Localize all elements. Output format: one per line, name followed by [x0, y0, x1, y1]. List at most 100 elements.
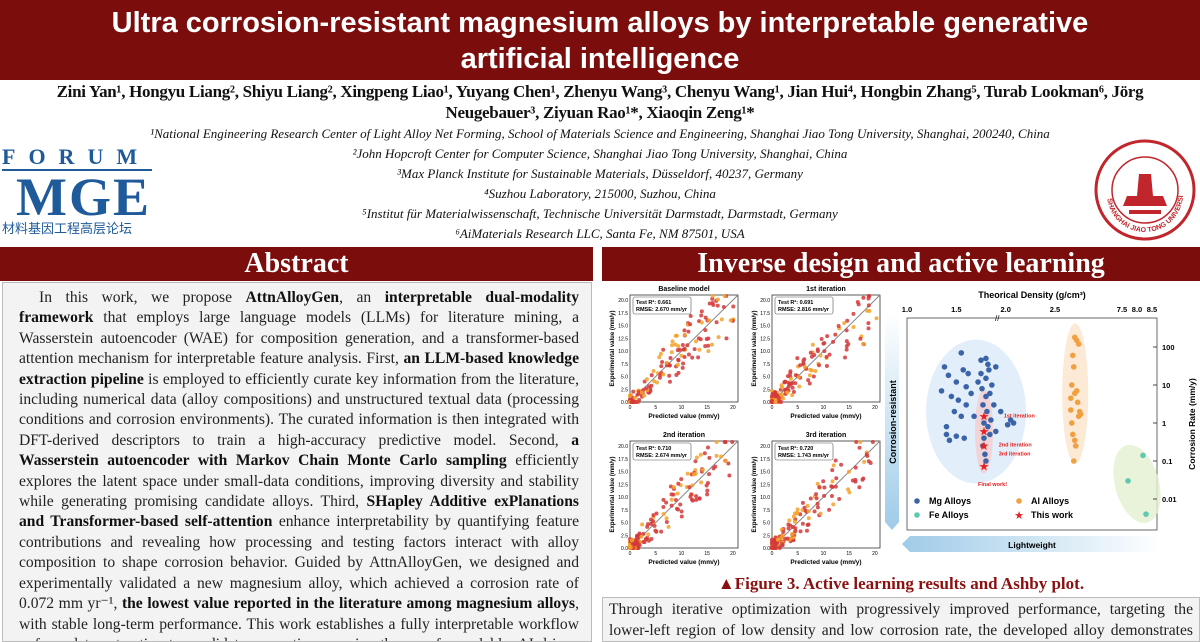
metric-r2: Test R²: 0.691 — [778, 299, 813, 306]
data-point — [833, 484, 838, 489]
legend-marker — [1016, 498, 1022, 504]
ashby-point — [1073, 388, 1080, 394]
data-point — [649, 373, 654, 378]
data-point — [815, 505, 820, 510]
x-tick-label: 8.5 — [1147, 305, 1157, 314]
ashby-point — [960, 367, 967, 373]
data-point — [830, 484, 835, 489]
ashby-point — [958, 350, 965, 356]
data-point — [814, 496, 819, 501]
data-point — [693, 471, 698, 476]
ashby-point — [1075, 413, 1082, 420]
ashby-point — [1067, 407, 1074, 413]
legend-item: Mg Alloys — [914, 496, 971, 506]
data-point — [808, 496, 813, 501]
y-tick-label: 5.0 — [621, 375, 628, 381]
data-point — [690, 355, 695, 360]
data-point — [822, 493, 827, 498]
legend-label: Mg Alloys — [929, 496, 971, 506]
data-point — [831, 463, 836, 468]
ashby-point — [971, 413, 977, 420]
data-point — [811, 374, 816, 379]
ashby-point — [993, 428, 999, 435]
data-point — [780, 385, 785, 390]
authors-line2: Neugebauer³, Ziyuan Rao¹*, Xiaoqin Zeng¹… — [445, 103, 755, 122]
data-point — [685, 343, 690, 348]
data-point — [639, 390, 644, 395]
ashby-point — [980, 402, 986, 408]
metrics-box — [774, 296, 834, 315]
data-point — [679, 353, 684, 358]
data-point — [664, 360, 669, 365]
data-point — [667, 379, 672, 384]
data-point — [682, 328, 687, 333]
data-point — [861, 341, 866, 346]
ashby-point — [993, 364, 999, 370]
data-point — [703, 344, 708, 349]
data-point — [866, 321, 871, 326]
poster-title-line1: Ultra corrosion-resistant magnesium allo… — [111, 7, 1089, 39]
data-point — [692, 347, 697, 352]
data-point — [815, 347, 820, 352]
y-tick-label: 7.5 — [763, 362, 770, 368]
ashby-point — [1068, 382, 1075, 388]
abstract-span: , with stable long-term performance. Thi… — [19, 595, 579, 641]
this-work-star: ★ — [979, 424, 990, 438]
subplot-title: 2nd iteration — [663, 432, 705, 439]
metric-rmse: RMSE: 2.674 mm/yr — [636, 453, 688, 459]
ashby-point — [938, 388, 945, 394]
x-tick-label: 1.5 — [951, 305, 961, 314]
data-point — [834, 476, 839, 481]
x-tick-label: 0 — [771, 551, 774, 557]
y-axis-label: Experimental value (mm/y) — [610, 456, 616, 532]
data-point — [693, 339, 698, 344]
data-point — [658, 351, 663, 356]
ashby-point — [1070, 364, 1077, 370]
data-point — [825, 334, 830, 339]
data-point — [661, 512, 666, 517]
data-point — [707, 472, 712, 477]
data-point — [679, 509, 684, 514]
data-point — [810, 342, 815, 347]
data-point — [818, 511, 823, 516]
abstract-bold: an LLM-based knowledge extraction pipeli… — [19, 350, 579, 388]
iteration-annotation: 3rd iteration — [999, 452, 1031, 458]
data-point — [664, 520, 669, 525]
affiliation: ⁵Institut für Materialwissenschaft, Tech… — [362, 206, 838, 221]
data-point — [781, 396, 786, 401]
ashby-y-label: Corrosion Rate (mm/y) — [1187, 378, 1197, 470]
data-point — [793, 526, 798, 531]
ashby-point — [1143, 511, 1149, 517]
data-point — [705, 488, 710, 493]
data-point — [674, 373, 679, 378]
data-point — [686, 352, 691, 357]
data-point — [714, 453, 719, 458]
x-tick-label: 20 — [730, 405, 736, 411]
x-tick-label: 15 — [704, 551, 710, 557]
abstract-bold: a Wasserstein autoencoder with Markov Ch… — [19, 431, 579, 470]
ashby-point — [1072, 443, 1079, 449]
legend-item: Fe Alloys — [914, 510, 969, 520]
ashby-point — [1074, 399, 1081, 406]
data-point — [673, 342, 678, 347]
ashby-point — [985, 423, 991, 430]
x-tick-label: 5 — [796, 405, 799, 411]
data-point — [707, 301, 712, 306]
ashby-point — [984, 408, 990, 415]
data-point — [815, 481, 820, 486]
abstract-span: In this work, we propose — [39, 289, 246, 306]
data-point — [806, 378, 811, 383]
x-axis-label: Predicted value (mm/y) — [790, 413, 861, 420]
data-point — [635, 541, 640, 546]
data-point — [704, 483, 709, 488]
ashby-point — [965, 370, 971, 377]
ashby-point — [958, 413, 965, 420]
data-point — [669, 497, 674, 502]
section2-body-text: Through iterative optimization with prog… — [602, 597, 1200, 642]
x-tick-label: 15 — [846, 551, 852, 557]
x-tick-label: 5 — [654, 551, 657, 557]
ashby-point — [1067, 395, 1074, 401]
y-tick-label: 12.5 — [760, 336, 770, 342]
ashby-point — [953, 379, 960, 385]
